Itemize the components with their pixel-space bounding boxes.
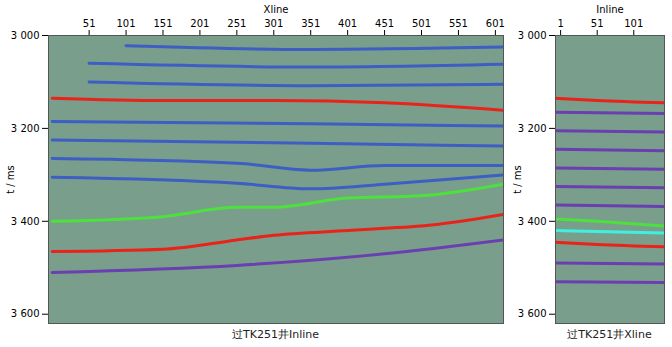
svg-text:3 200: 3 200	[11, 123, 40, 134]
html-text:过TK251井Inline: 过TK251井Inline	[232, 328, 319, 341]
svg-text:3 400: 3 400	[518, 216, 547, 227]
svg-text:151: 151	[153, 18, 172, 29]
svg-text:401: 401	[338, 18, 357, 29]
svg-text:451: 451	[375, 18, 394, 29]
svg-text:551: 551	[449, 18, 468, 29]
svg-text:t / ms: t / ms	[5, 165, 16, 194]
svg-text:3 600: 3 600	[518, 308, 547, 319]
svg-text:101: 101	[624, 18, 643, 29]
svg-text:101: 101	[117, 18, 136, 29]
svg-text:301: 301	[264, 18, 283, 29]
svg-text:501: 501	[412, 18, 431, 29]
svg-text:251: 251	[227, 18, 246, 29]
svg-text:3 000: 3 000	[518, 30, 547, 41]
svg-text:Xline: Xline	[264, 4, 289, 15]
svg-text:1: 1	[557, 18, 563, 29]
svg-text:351: 351	[301, 18, 320, 29]
svg-text:3 400: 3 400	[11, 216, 40, 227]
svg-text:51: 51	[83, 18, 96, 29]
svg-text:t / ms: t / ms	[512, 165, 523, 194]
svg-text:3 000: 3 000	[11, 30, 40, 41]
svg-text:3 600: 3 600	[11, 308, 40, 319]
svg-text:201: 201	[190, 18, 209, 29]
svg-text:3 200: 3 200	[518, 123, 547, 134]
svg-text:Inline: Inline	[596, 4, 623, 15]
svg-text:51: 51	[591, 18, 604, 29]
svg-text:601: 601	[486, 18, 505, 29]
html-text:过TK251井Xline: 过TK251井Xline	[567, 328, 652, 341]
